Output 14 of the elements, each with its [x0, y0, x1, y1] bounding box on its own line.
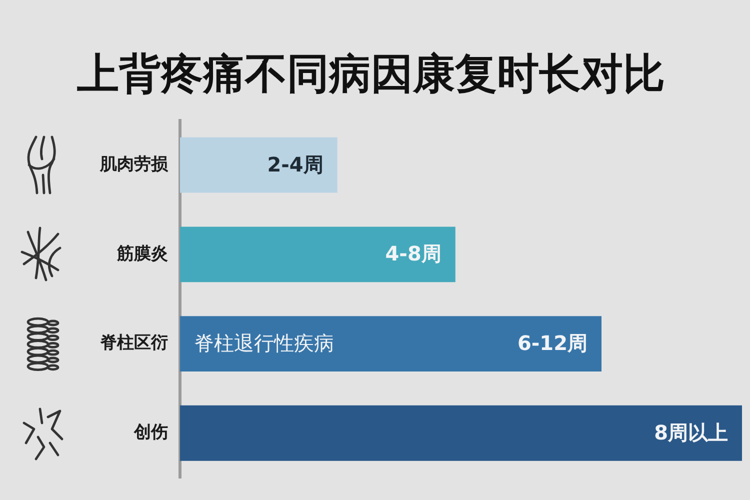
bar	[180, 226, 456, 282]
y-tick-label: 筋膜炎	[116, 244, 168, 264]
y-tick-label: 创伤	[133, 422, 168, 443]
annotation: 8周以上	[654, 420, 728, 444]
bar	[180, 316, 602, 372]
annotation: 脊柱退行性疾病	[194, 330, 334, 355]
annotation: 6-12周	[517, 330, 588, 355]
annotation: 2-4周	[267, 152, 324, 176]
annotation: 4-8周	[385, 242, 442, 266]
y-tick-label: 脊柱区衍	[100, 333, 168, 354]
chart-title: 上背疼痛不同病因康复时长对比	[76, 49, 665, 98]
y-tick-label: 肌肉劳损	[99, 154, 169, 174]
bar	[180, 405, 742, 461]
bar	[180, 137, 338, 193]
